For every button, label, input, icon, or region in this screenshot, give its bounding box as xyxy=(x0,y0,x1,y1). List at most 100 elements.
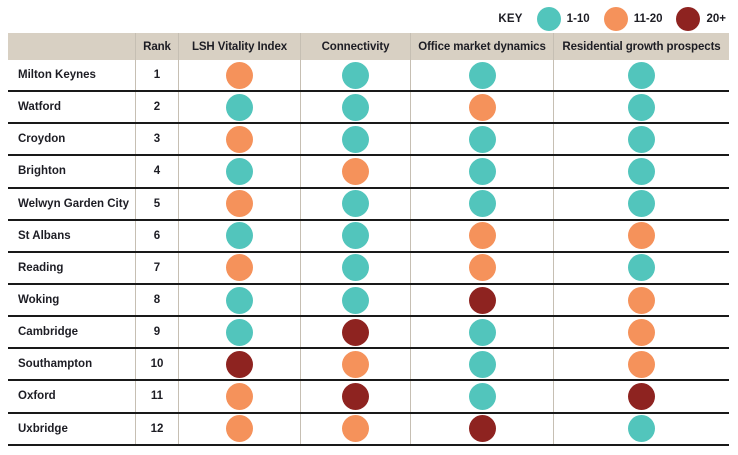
lsh-vitality-index-cell xyxy=(178,156,300,187)
rating-dot xyxy=(342,93,369,121)
city-label: Uxbridge xyxy=(18,422,68,435)
connectivity-cell xyxy=(300,381,410,412)
rank-value: 12 xyxy=(135,413,178,444)
lsh-vitality-index-cell xyxy=(178,252,300,283)
rank-value: 1 xyxy=(135,60,178,91)
table-row: Cambridge 9 xyxy=(8,317,729,350)
rank-value: 2 xyxy=(135,92,178,123)
rating-dot xyxy=(628,190,655,218)
rank-value: 6 xyxy=(135,220,178,251)
rating-dot xyxy=(342,222,369,250)
connectivity-cell xyxy=(300,188,410,219)
rating-dot xyxy=(628,286,655,314)
city-label: Watford xyxy=(18,101,62,114)
lsh-vitality-index-cell xyxy=(178,60,300,91)
rating-dot xyxy=(468,61,496,89)
rating-dot xyxy=(628,157,655,185)
rating-dot xyxy=(468,350,496,378)
darkred-circle-icon xyxy=(676,7,701,31)
office-market-dynamics-cell xyxy=(410,381,553,412)
table-row: Southampton 10 xyxy=(8,349,729,382)
rating-dot xyxy=(628,125,655,153)
table-row: Welwyn Garden City 5 xyxy=(8,188,729,221)
office-market-dynamics-cell xyxy=(410,349,553,380)
residential-growth-prospects-cell xyxy=(553,317,729,348)
rank-value: 8 xyxy=(135,284,178,316)
rating-dot xyxy=(628,222,655,250)
office-market-dynamics-cell xyxy=(410,252,553,283)
rating-dot xyxy=(226,93,253,121)
rating-dot xyxy=(226,157,253,185)
legend-item-label: 20+ xyxy=(706,13,726,25)
lsh-vitality-index-cell xyxy=(178,413,300,444)
table-body: Milton Keynes 1 Watford 2 Croydon 3 Brig… xyxy=(8,60,729,446)
rating-dot xyxy=(342,157,369,185)
rating-dot xyxy=(342,350,369,378)
office-market-dynamics-cell xyxy=(410,220,553,251)
rating-dot xyxy=(468,157,496,185)
residential-growth-prospects-cell xyxy=(553,220,729,251)
residential-growth-prospects-cell xyxy=(553,156,729,187)
connectivity-cell xyxy=(300,284,410,316)
rating-dot xyxy=(226,415,253,443)
teal-circle-icon xyxy=(536,7,561,31)
connectivity-cell xyxy=(300,317,410,348)
rank-value: 5 xyxy=(135,188,178,219)
connectivity-cell xyxy=(300,124,410,155)
city-label: Oxford xyxy=(18,390,56,403)
rating-dot xyxy=(628,254,655,282)
lsh-vitality-index-cell xyxy=(178,92,300,123)
rating-dot xyxy=(226,318,253,346)
rating-dot xyxy=(342,125,369,153)
lsh-vitality-index-cell xyxy=(178,317,300,348)
rating-dot xyxy=(342,190,369,218)
lsh-vitality-index-cell xyxy=(178,349,300,380)
rating-dot xyxy=(628,382,655,410)
lsh-vitality-index-cell xyxy=(178,188,300,219)
connectivity-cell xyxy=(300,220,410,251)
city-label: Cambridge xyxy=(18,326,79,339)
table-row: Watford 2 xyxy=(8,92,729,125)
orange-circle-icon xyxy=(603,7,628,31)
city-label: Welwyn Garden City xyxy=(18,197,129,210)
office-market-dynamics-cell xyxy=(410,188,553,219)
legend: KEY 1-10 11-20 20+ xyxy=(498,6,726,32)
residential-growth-prospects-cell xyxy=(553,188,729,219)
residential-growth-prospects-cell xyxy=(553,252,729,283)
legend-item-label: 11-20 xyxy=(633,13,663,25)
rank-value: 7 xyxy=(135,252,178,283)
table-row: Brighton 4 xyxy=(8,156,729,189)
rating-dot xyxy=(468,93,496,121)
legend-item-11-20: 11-20 xyxy=(603,7,663,31)
legend-item-label: 1-10 xyxy=(566,13,590,25)
office-market-dynamics-cell xyxy=(410,92,553,123)
table-row: Woking 8 xyxy=(8,284,729,318)
lsh-vitality-index-cell xyxy=(178,124,300,155)
rank-value: 4 xyxy=(135,156,178,187)
office-market-dynamics-cell xyxy=(410,317,553,348)
city-label: Brighton xyxy=(18,165,66,178)
rating-dot xyxy=(342,318,369,346)
office-market-dynamics-cell xyxy=(410,124,553,155)
residential-growth-prospects-cell xyxy=(553,60,729,91)
residential-growth-prospects-cell xyxy=(553,284,729,316)
residential-growth-prospects-cell xyxy=(553,92,729,123)
connectivity-cell xyxy=(300,156,410,187)
rating-dot xyxy=(342,382,369,410)
city-label: Croydon xyxy=(18,133,66,146)
column-header-city xyxy=(8,33,135,60)
connectivity-cell xyxy=(300,349,410,380)
table-row: Milton Keynes 1 xyxy=(8,60,729,93)
rating-dot xyxy=(342,61,369,89)
connectivity-cell xyxy=(300,413,410,444)
table-header-row: Rank LSH Vitality Index Connectivity Off… xyxy=(8,33,729,60)
office-market-dynamics-cell xyxy=(410,60,553,91)
city-label: Woking xyxy=(18,294,60,307)
rating-dot xyxy=(628,350,655,378)
rank-value: 9 xyxy=(135,317,178,348)
rating-dot xyxy=(226,286,253,314)
column-header-rank: Rank xyxy=(135,33,178,60)
rating-dot xyxy=(468,125,496,153)
table-row: Uxbridge 12 xyxy=(8,413,729,446)
rating-dot xyxy=(226,61,253,89)
